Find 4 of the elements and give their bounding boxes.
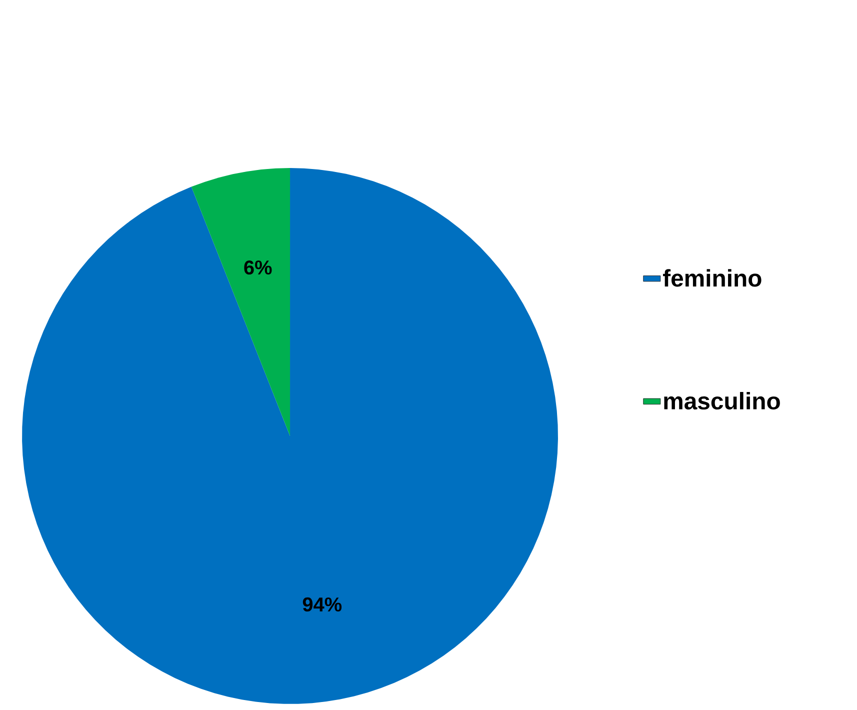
legend-label: feminino — [663, 269, 762, 287]
data-label: 94% — [302, 597, 342, 612]
data-label: 6% — [244, 260, 272, 275]
legend-label: masculino — [664, 392, 780, 410]
